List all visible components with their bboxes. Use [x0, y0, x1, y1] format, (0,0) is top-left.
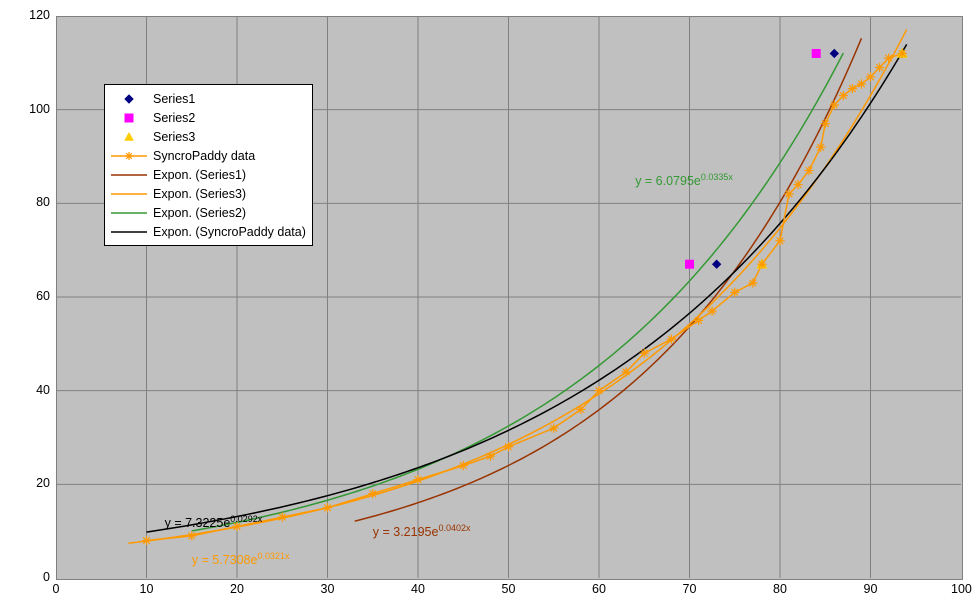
x-tick-label: 20 [227, 582, 247, 596]
y-tick-label: 100 [29, 102, 50, 116]
legend-label: Expon. (SyncroPaddy data) [153, 225, 306, 239]
legend-swatch [111, 149, 147, 163]
legend-label: Expon. (Series3) [153, 187, 246, 201]
legend-label: Expon. (Series2) [153, 206, 246, 220]
legend-swatch [111, 225, 147, 239]
legend-swatch [111, 92, 147, 106]
chart-container: Series1 Series2 Series3 SyncroPaddy data Exp… [0, 0, 977, 600]
equation-label: y = 6.0795e0.0335x [635, 172, 733, 188]
legend-swatch [111, 130, 147, 144]
x-tick-label: 0 [46, 582, 66, 596]
legend-label: Series1 [153, 92, 195, 106]
x-tick-label: 50 [499, 582, 519, 596]
legend-item: Expon. (Series2) [111, 203, 306, 222]
equation-label: y = 7.3225e0.0292x [165, 514, 263, 530]
legend-item: Expon. (Series3) [111, 184, 306, 203]
legend-item: Series1 [111, 89, 306, 108]
legend-label: Expon. (Series1) [153, 168, 246, 182]
legend-label: Series3 [153, 130, 195, 144]
equation-label: y = 3.2195e0.0402x [373, 523, 471, 539]
y-tick-label: 80 [36, 195, 50, 209]
legend-swatch [111, 206, 147, 220]
x-tick-label: 60 [589, 582, 609, 596]
legend: Series1 Series2 Series3 SyncroPaddy data Exp… [104, 84, 313, 246]
y-tick-label: 0 [43, 570, 50, 584]
legend-swatch [111, 168, 147, 182]
legend-item: Expon. (SyncroPaddy data) [111, 222, 306, 241]
legend-item: Expon. (Series1) [111, 165, 306, 184]
x-tick-label: 10 [137, 582, 157, 596]
y-tick-label: 40 [36, 383, 50, 397]
legend-item: Series3 [111, 127, 306, 146]
y-tick-label: 120 [29, 8, 50, 22]
x-tick-label: 100 [951, 582, 971, 596]
legend-item: Series2 [111, 108, 306, 127]
x-tick-label: 30 [318, 582, 338, 596]
legend-swatch [111, 187, 147, 201]
legend-item: SyncroPaddy data [111, 146, 306, 165]
equation-label: y = 5.7308e0.0321x [192, 551, 290, 567]
x-tick-label: 90 [861, 582, 881, 596]
y-tick-label: 60 [36, 289, 50, 303]
legend-swatch [111, 111, 147, 125]
x-tick-label: 40 [408, 582, 428, 596]
x-tick-label: 80 [770, 582, 790, 596]
legend-label: SyncroPaddy data [153, 149, 255, 163]
y-tick-label: 20 [36, 476, 50, 490]
x-tick-label: 70 [680, 582, 700, 596]
legend-label: Series2 [153, 111, 195, 125]
